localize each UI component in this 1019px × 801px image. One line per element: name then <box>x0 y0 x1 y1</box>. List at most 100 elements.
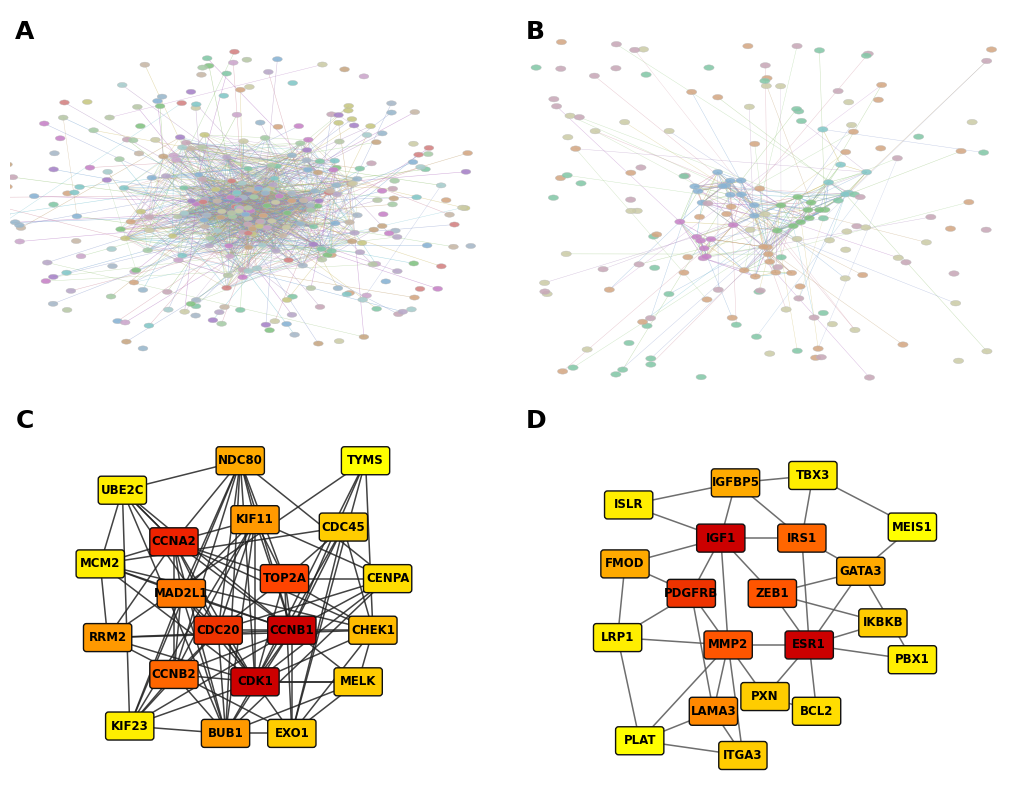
Ellipse shape <box>197 72 206 77</box>
Ellipse shape <box>163 307 173 312</box>
Ellipse shape <box>229 49 239 54</box>
Ellipse shape <box>244 167 252 171</box>
Text: TYMS: TYMS <box>346 454 383 467</box>
Ellipse shape <box>849 327 859 332</box>
Ellipse shape <box>742 43 752 49</box>
Ellipse shape <box>313 170 323 175</box>
Ellipse shape <box>792 194 802 199</box>
FancyBboxPatch shape <box>604 491 652 519</box>
FancyBboxPatch shape <box>333 668 382 696</box>
Ellipse shape <box>539 280 549 286</box>
Ellipse shape <box>388 195 398 201</box>
Ellipse shape <box>751 334 761 340</box>
Ellipse shape <box>286 312 297 317</box>
Ellipse shape <box>589 73 599 78</box>
Ellipse shape <box>555 39 566 45</box>
Ellipse shape <box>133 151 144 156</box>
Ellipse shape <box>384 231 393 236</box>
Ellipse shape <box>233 197 243 202</box>
Ellipse shape <box>817 127 827 132</box>
Ellipse shape <box>817 215 827 221</box>
FancyBboxPatch shape <box>319 513 367 541</box>
Text: PDGFRB: PDGFRB <box>663 587 717 600</box>
Ellipse shape <box>414 152 423 157</box>
Ellipse shape <box>616 367 628 372</box>
Text: LAMA3: LAMA3 <box>690 705 736 718</box>
Text: MAD2L1: MAD2L1 <box>154 587 208 600</box>
Ellipse shape <box>980 227 990 232</box>
Ellipse shape <box>217 209 226 214</box>
Ellipse shape <box>131 268 141 273</box>
Ellipse shape <box>645 362 655 368</box>
Ellipse shape <box>317 257 327 262</box>
Ellipse shape <box>278 233 287 238</box>
Ellipse shape <box>694 214 704 219</box>
Ellipse shape <box>287 199 296 203</box>
Ellipse shape <box>187 199 196 203</box>
Ellipse shape <box>226 195 235 199</box>
Ellipse shape <box>268 183 277 187</box>
Ellipse shape <box>228 214 236 219</box>
Ellipse shape <box>192 102 201 107</box>
Ellipse shape <box>275 194 283 199</box>
Ellipse shape <box>985 46 996 52</box>
Ellipse shape <box>238 195 248 200</box>
Ellipse shape <box>147 175 157 180</box>
Ellipse shape <box>810 355 820 360</box>
Ellipse shape <box>848 129 858 135</box>
Ellipse shape <box>10 219 20 225</box>
Ellipse shape <box>286 153 297 158</box>
Text: A: A <box>15 20 35 44</box>
Ellipse shape <box>791 236 802 242</box>
Ellipse shape <box>266 186 275 191</box>
Ellipse shape <box>200 132 209 138</box>
FancyBboxPatch shape <box>785 631 833 659</box>
Ellipse shape <box>62 308 72 312</box>
Ellipse shape <box>920 239 930 245</box>
Ellipse shape <box>963 199 973 205</box>
FancyBboxPatch shape <box>150 661 198 688</box>
Ellipse shape <box>358 297 367 302</box>
Ellipse shape <box>180 211 189 215</box>
Ellipse shape <box>16 225 25 231</box>
Ellipse shape <box>735 178 746 183</box>
Ellipse shape <box>48 301 58 306</box>
Ellipse shape <box>309 224 318 229</box>
Ellipse shape <box>651 231 661 237</box>
Ellipse shape <box>85 165 95 170</box>
Ellipse shape <box>625 197 635 203</box>
Ellipse shape <box>192 202 200 207</box>
Ellipse shape <box>233 205 243 210</box>
Ellipse shape <box>409 141 418 147</box>
Ellipse shape <box>129 269 140 274</box>
FancyBboxPatch shape <box>615 727 663 755</box>
Ellipse shape <box>966 119 976 125</box>
Ellipse shape <box>344 219 354 225</box>
Ellipse shape <box>281 321 291 327</box>
Text: CCNA2: CCNA2 <box>152 535 196 549</box>
Ellipse shape <box>252 266 262 271</box>
FancyBboxPatch shape <box>106 712 154 740</box>
Ellipse shape <box>176 100 186 106</box>
Ellipse shape <box>712 170 722 175</box>
Text: MEIS1: MEIS1 <box>892 521 931 533</box>
Ellipse shape <box>554 175 566 181</box>
Ellipse shape <box>302 147 312 153</box>
Ellipse shape <box>0 220 8 226</box>
FancyBboxPatch shape <box>98 477 147 504</box>
Ellipse shape <box>955 148 965 154</box>
Ellipse shape <box>813 47 823 53</box>
Ellipse shape <box>407 307 416 312</box>
Ellipse shape <box>689 183 699 189</box>
Ellipse shape <box>378 211 387 217</box>
Ellipse shape <box>205 244 214 248</box>
Text: KIF11: KIF11 <box>235 513 274 526</box>
Ellipse shape <box>191 105 201 111</box>
Ellipse shape <box>306 203 314 207</box>
FancyBboxPatch shape <box>888 513 935 541</box>
Ellipse shape <box>803 215 813 221</box>
Ellipse shape <box>357 240 367 245</box>
Text: IGFBP5: IGFBP5 <box>711 477 759 489</box>
Ellipse shape <box>341 292 352 297</box>
Text: LRP1: LRP1 <box>600 631 634 644</box>
